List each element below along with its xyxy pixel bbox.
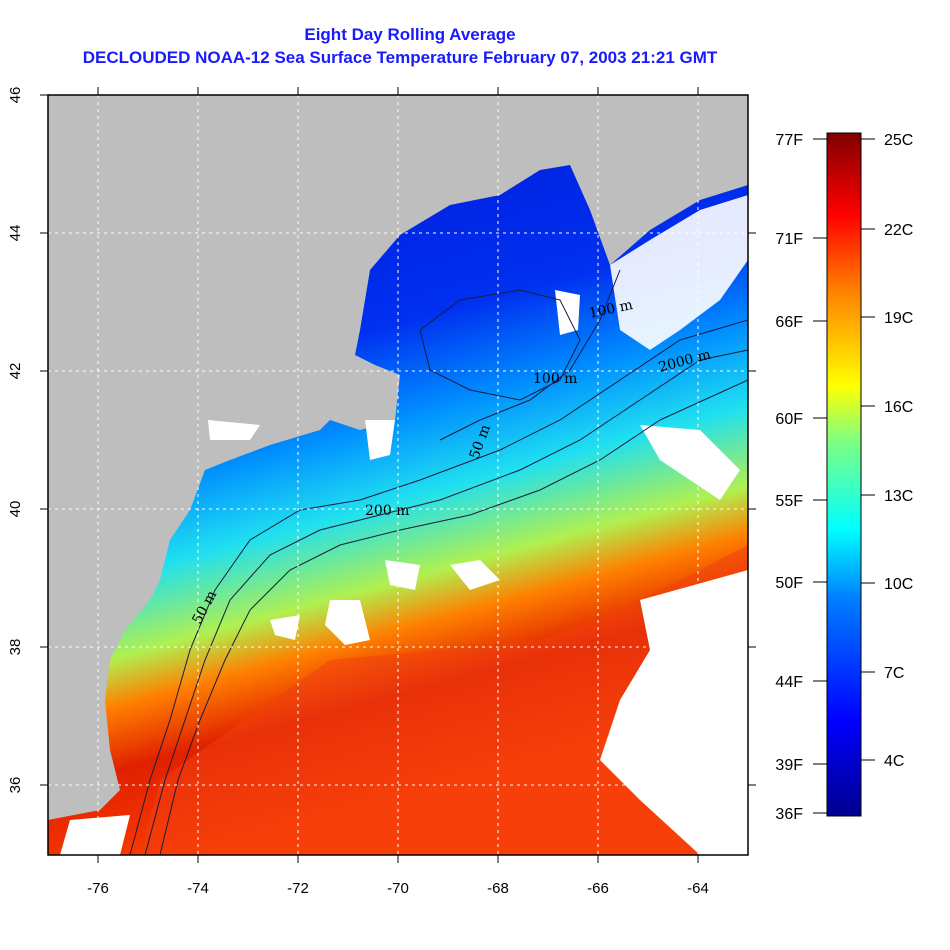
bathymetry-contours [129,269,748,855]
fahrenheit-label: 39F [775,757,803,774]
colorbar [826,132,862,817]
celsius-label: 22C [884,222,913,239]
fahrenheit-label: 50F [775,575,803,592]
cloud-patches [60,290,748,855]
lon-label: -66 [587,880,609,897]
fahrenheit-label: 60F [775,411,803,428]
fahrenheit-label: 36F [775,806,803,823]
celsius-label: 25C [884,132,913,149]
celsius-label: 4C [884,753,904,770]
fahrenheit-label: 55F [775,493,803,510]
lat-label: 36 [7,777,24,794]
contour-label: 100 m [533,371,577,387]
lon-label: -72 [287,880,309,897]
title-line-1: Eight Day Rolling Average [304,25,516,44]
fahrenheit-label: 66F [775,314,803,331]
fahrenheit-label: 44F [775,674,803,691]
lat-label: 38 [7,639,24,656]
lon-label: -74 [187,880,209,897]
celsius-label: 16C [884,399,913,416]
lon-label: -64 [687,880,709,897]
lon-label: -76 [87,880,109,897]
lat-label: 42 [7,363,24,380]
lat-label: 44 [7,225,24,242]
lon-label: -68 [487,880,509,897]
contour-label: 200 m [365,503,409,519]
celsius-label: 7C [884,665,904,682]
lat-label: 40 [7,501,24,518]
lat-label: 46 [7,87,24,104]
fahrenheit-label: 71F [775,231,803,248]
celsius-label: 10C [884,576,913,593]
fahrenheit-label: 77F [775,132,803,149]
land-mass [48,95,748,820]
title-line-2: DECLOUDED NOAA-12 Sea Surface Temperatur… [82,48,718,67]
celsius-label: 13C [884,488,913,505]
lon-label: -70 [387,880,409,897]
grid-lines [48,95,748,855]
celsius-label: 19C [884,310,913,327]
